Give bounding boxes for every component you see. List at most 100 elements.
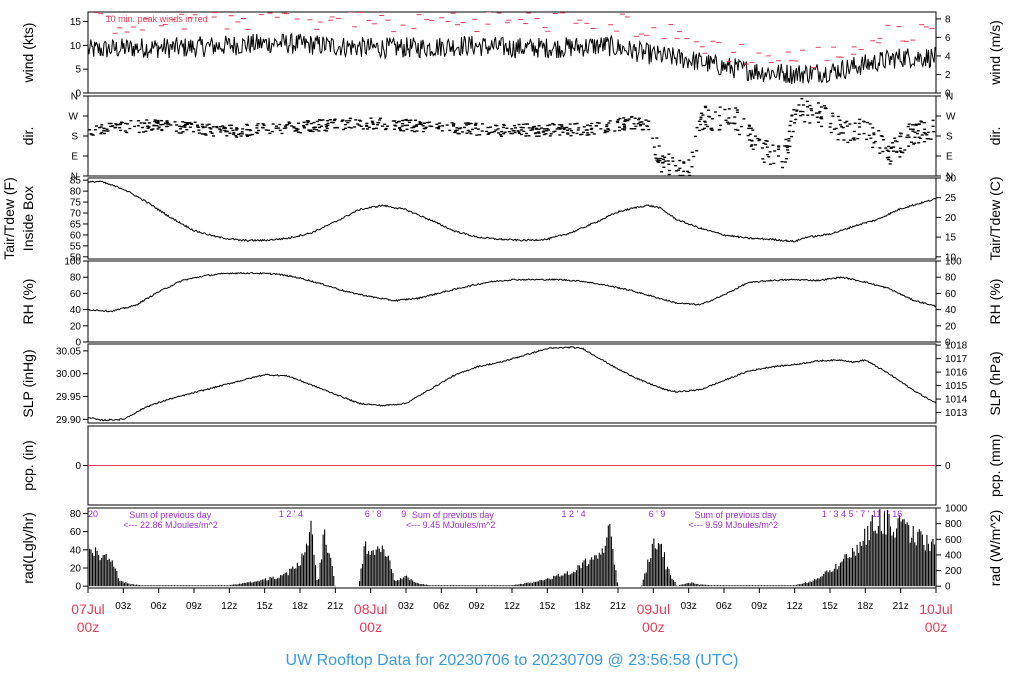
right-tick-label-slp: 1014: [945, 395, 968, 406]
left-axis-label-dir: dir.: [20, 127, 36, 146]
left-tick-label-dir: S: [71, 132, 78, 143]
right-axis-label-wind: wind (m/s): [987, 20, 1003, 86]
panel-rh: 0 20 40 60 80 100 0 20 40 60 80 100 RH (%) RH (%): [20, 257, 1003, 349]
left-tick-label-dir: W: [69, 112, 79, 123]
panel-pcp: 0 0 pcp. (in) pcp. (mm): [20, 425, 1003, 506]
right-tick-label-wind: 8: [945, 14, 951, 25]
day-sum-label: Sum of previous day: [129, 510, 212, 520]
left-tick-label-dir: E: [71, 152, 78, 163]
right-tick-label-rh: 0: [945, 338, 951, 349]
left-axis-label-pcp: pcp. (in): [20, 440, 36, 491]
series-group-dir: [88, 97, 936, 176]
plot-frame-wind: [87, 11, 937, 94]
left-axis-label-temp: Tair/Tdew (F): [1, 177, 17, 259]
series-group-slp: [88, 346, 936, 422]
right-axis-label-rh: RH (%): [987, 279, 1003, 325]
left-tick-label-wind: 15: [70, 17, 82, 28]
plot-frame-dir: [87, 95, 937, 177]
left-tick-label-rh: 80: [70, 273, 82, 284]
x-hour-label: 15z: [539, 601, 555, 612]
x-hour-label: 06z: [151, 601, 167, 612]
series-line-temp-0: [88, 180, 936, 243]
series-line-slp-0: [88, 346, 936, 422]
x-hour-label: 21z: [327, 601, 343, 612]
left-tick-label-rad: 20: [70, 564, 82, 575]
left-tick-label-slp: 29.90: [56, 415, 81, 426]
x-hour-label: 09z: [469, 601, 485, 612]
series-line-wind-0: [88, 32, 936, 85]
x-hour-label: 06z: [433, 601, 449, 612]
right-axis-label-slp: SLP (hPa): [987, 351, 1003, 415]
hour-annotation: 1 2 ' 4: [561, 509, 585, 519]
left-tick-label-dir: N: [71, 92, 78, 103]
right-tick-label-rad: 1000: [945, 504, 968, 515]
left-tick-label-rh: 60: [70, 289, 82, 300]
panel-wind: 0 5 10 15 0 2 4 6 8 wind (kts) wind (m/s) 10 min. p…: [20, 11, 1003, 100]
hour-annotation: 6 ' 8: [365, 509, 382, 519]
hour-annotation: 9: [401, 509, 406, 519]
day-sum-label: Sum of previous day: [695, 510, 778, 520]
x-hour-label: 12z: [787, 601, 803, 612]
day-sum-value: <--- 22.86 MJoules/m^2: [123, 520, 218, 530]
right-tick-label-rh: 60: [945, 289, 957, 300]
right-tick-label-slp: 1017: [945, 354, 968, 365]
right-tick-label-slp: 1013: [945, 408, 968, 419]
right-tick-label-dir: W: [946, 112, 956, 123]
left-tick-label-pcp: 0: [75, 461, 81, 472]
hour-annotation: 1 2 ' 4: [279, 509, 303, 519]
x-hour-label: 03z: [681, 601, 697, 612]
left-tick-label-wind: 5: [75, 65, 81, 76]
x-hour-label: 18z: [575, 601, 591, 612]
right-tick-label-rad: 600: [945, 535, 962, 546]
x-date-hour-label: 00z: [77, 619, 100, 635]
left-axis-label-slp: SLP (inHg): [20, 349, 36, 417]
left-tick-label-temp: 65: [70, 219, 82, 230]
right-tick-label-slp: 1016: [945, 368, 968, 379]
left-axis-label2-temp: Inside Box: [20, 186, 36, 251]
chart-title: UW Rooftop Data for 20230706 to 20230709…: [286, 652, 739, 669]
x-hour-label: 09z: [186, 601, 202, 612]
right-tick-label-temp: 20: [945, 213, 957, 224]
right-tick-label-temp: 25: [945, 193, 957, 204]
left-tick-label-slp: 29.95: [56, 392, 81, 403]
right-tick-label-wind: 6: [945, 33, 951, 44]
left-tick-label-rad: 0: [75, 582, 81, 593]
left-tick-label-dir: N: [71, 172, 78, 183]
right-tick-label-slp: 1018: [945, 341, 968, 352]
x-date-label: 09Jul: [637, 601, 670, 617]
x-hour-label: 03z: [398, 601, 414, 612]
right-tick-label-temp: 30: [945, 174, 957, 185]
left-tick-label-temp: 85: [70, 176, 82, 187]
right-tick-label-rh: 100: [945, 257, 962, 268]
left-tick-label-temp: 50: [70, 252, 82, 263]
hour-annotation: 1 ' 3 4 5 ' 7 ' 11 ' ' 16: [822, 509, 902, 519]
left-axis-label-wind: wind (kts): [20, 23, 36, 84]
left-tick-label-rh: 0: [75, 338, 81, 349]
left-tick-label-rad: 40: [70, 545, 82, 556]
x-date-hour-label: 00z: [642, 619, 665, 635]
left-axis-label-rad: rad(Lgly/hr): [20, 512, 36, 584]
left-tick-label-temp: 55: [70, 241, 82, 252]
right-axis-label-temp: Tair/Tdew (C): [987, 176, 1003, 260]
panel-slp: 29.90 29.95 30.00 30.05 1013 1014 1015 1016 1017…: [20, 341, 1003, 426]
plot-frame-rh: [87, 260, 937, 343]
left-tick-label-temp: 70: [70, 209, 82, 220]
right-axis-label-dir: dir.: [987, 127, 1003, 146]
x-hour-label: 18z: [292, 601, 308, 612]
right-tick-label-dir: N: [946, 92, 953, 103]
day-sum-label: Sum of previous day: [412, 510, 495, 520]
series-group-rh: [88, 271, 936, 313]
day-sum-value: <--- 9.59 MJoules/m^2: [689, 520, 779, 530]
left-tick-label-temp: 80: [70, 187, 82, 198]
left-tick-label-rh: 40: [70, 305, 82, 316]
x-hour-label: 03z: [115, 601, 131, 612]
series-line-rh-0: [88, 271, 936, 313]
peak-wind-note: 10 min. peak winds in red: [106, 14, 208, 24]
x-hour-label: 18z: [857, 601, 873, 612]
x-hour-label: 06z: [716, 601, 732, 612]
left-tick-label-slp: 30.05: [56, 346, 81, 357]
x-date-hour-label: 00z: [925, 619, 948, 635]
x-date-label: 10Jul: [919, 601, 952, 617]
